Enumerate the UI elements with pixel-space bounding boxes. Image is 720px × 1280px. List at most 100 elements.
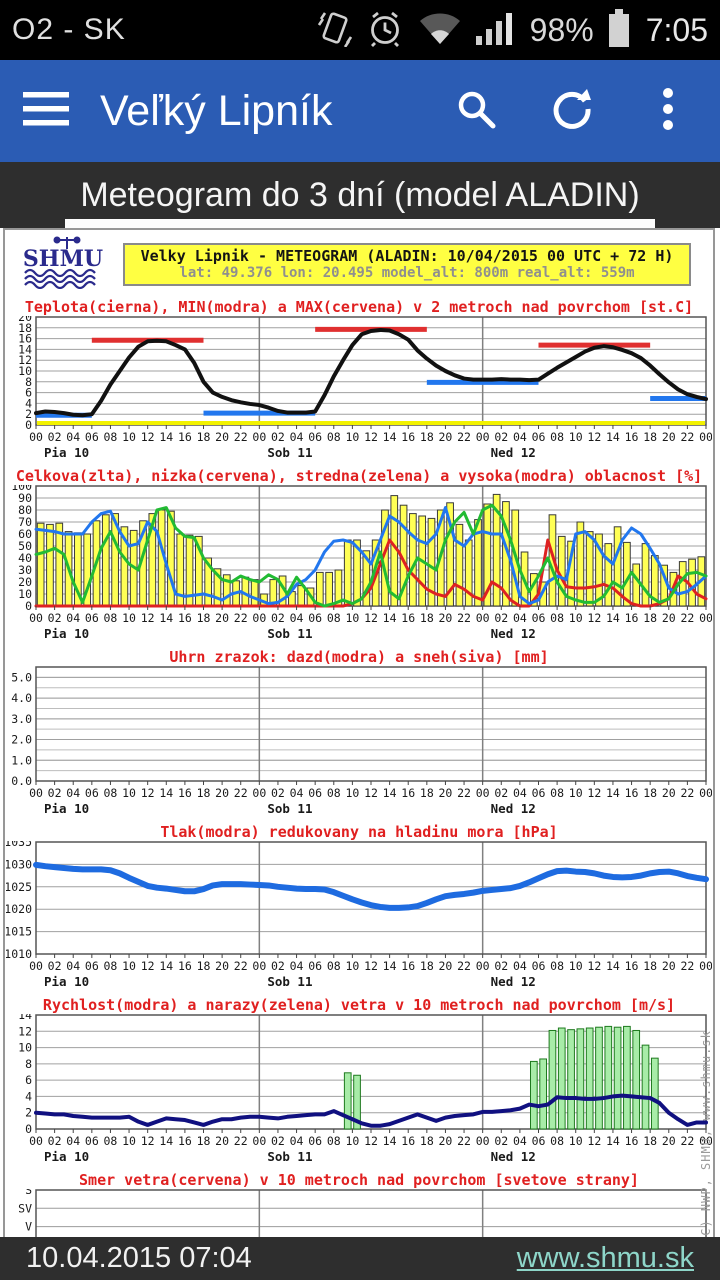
svg-text:06: 06 — [85, 959, 99, 973]
svg-text:18: 18 — [643, 786, 657, 800]
svg-text:02: 02 — [48, 1134, 62, 1148]
svg-text:04: 04 — [66, 786, 80, 800]
svg-text:02: 02 — [48, 430, 62, 444]
svg-text:1035: 1035 — [6, 841, 32, 849]
search-icon — [456, 89, 496, 134]
svg-text:20: 20 — [439, 786, 453, 800]
svg-text:0: 0 — [25, 599, 32, 613]
svg-text:10: 10 — [122, 611, 136, 625]
svg-text:06: 06 — [308, 786, 322, 800]
svg-text:14: 14 — [159, 959, 173, 973]
svg-text:16: 16 — [178, 959, 192, 973]
refresh-icon — [551, 88, 593, 135]
svg-text:20: 20 — [662, 959, 676, 973]
svg-text:16: 16 — [625, 959, 639, 973]
svg-text:14: 14 — [606, 959, 620, 973]
svg-text:08: 08 — [327, 1134, 341, 1148]
svg-text:Pia 10: Pia 10 — [44, 626, 89, 641]
svg-text:08: 08 — [104, 611, 118, 625]
svg-text:12: 12 — [587, 1134, 601, 1148]
section-title-bar: Meteogram do 3 dní (model ALADIN) — [0, 162, 720, 228]
svg-text:14: 14 — [383, 611, 397, 625]
svg-text:5.0: 5.0 — [11, 670, 32, 684]
svg-text:Ned 12: Ned 12 — [491, 626, 536, 641]
svg-text:12: 12 — [18, 1024, 32, 1038]
battery-percentage: 98% — [529, 11, 594, 48]
svg-text:20: 20 — [662, 430, 676, 444]
section-title: Meteogram do 3 dní (model ALADIN) — [80, 175, 640, 214]
svg-text:14: 14 — [606, 611, 620, 625]
svg-text:00: 00 — [699, 959, 712, 973]
svg-text:22: 22 — [234, 786, 248, 800]
svg-text:16: 16 — [401, 611, 415, 625]
svg-text:16: 16 — [401, 1134, 415, 1148]
svg-text:18: 18 — [643, 959, 657, 973]
svg-text:10: 10 — [345, 1134, 359, 1148]
svg-text:00: 00 — [29, 430, 43, 444]
svg-text:1.0: 1.0 — [11, 753, 32, 767]
svg-text:20: 20 — [215, 959, 229, 973]
svg-text:18: 18 — [643, 1134, 657, 1148]
svg-text:18: 18 — [197, 611, 211, 625]
signal-strength-icon — [475, 10, 516, 51]
svg-text:08: 08 — [104, 430, 118, 444]
last-update-timestamp: 10.04.2015 07:04 — [26, 1242, 252, 1274]
cloudiness-chart-title: Celkova(zlta), nizka(cervena), stredna(z… — [15, 467, 703, 485]
temperature-chart-block: Teplota(cierna), MIN(modra) a MAX(cerven… — [5, 298, 713, 464]
svg-text:14: 14 — [383, 1134, 397, 1148]
svg-text:10: 10 — [569, 786, 583, 800]
svg-text:10: 10 — [122, 786, 136, 800]
svg-text:10: 10 — [345, 430, 359, 444]
meteogram-scroll-area[interactable]: SHMU Velky Lipnik - METEOGRAM (ALADIN: 1… — [0, 228, 720, 1237]
temperature-chart-title: Teplota(cierna), MIN(modra) a MAX(cerven… — [24, 298, 694, 316]
svg-text:22: 22 — [680, 959, 694, 973]
svg-text:10: 10 — [122, 1134, 136, 1148]
svg-text:06: 06 — [85, 611, 99, 625]
svg-text:00: 00 — [29, 786, 43, 800]
svg-text:0: 0 — [25, 418, 32, 432]
svg-text:Pia 10: Pia 10 — [44, 1149, 89, 1164]
svg-text:Sob 11: Sob 11 — [267, 445, 312, 460]
svg-text:06: 06 — [532, 959, 546, 973]
svg-text:04: 04 — [290, 1134, 304, 1148]
svg-text:22: 22 — [680, 611, 694, 625]
svg-text:14: 14 — [18, 342, 32, 356]
svg-text:10: 10 — [569, 1134, 583, 1148]
svg-text:04: 04 — [513, 430, 527, 444]
svg-text:22: 22 — [457, 1134, 471, 1148]
shmu-website-link[interactable]: www.shmu.sk — [516, 1242, 694, 1274]
svg-text:02: 02 — [271, 786, 285, 800]
meteogram-coordinates: lat: 49.376 lon: 20.495 model_alt: 800m … — [179, 265, 635, 281]
svg-text:10: 10 — [122, 959, 136, 973]
svg-text:02: 02 — [48, 786, 62, 800]
svg-text:100: 100 — [11, 485, 32, 493]
wind-direction-chart: SSVVJVJJZZSZ0002040608101214161820220002… — [18, 1189, 707, 1237]
overflow-menu-button[interactable] — [644, 87, 692, 135]
svg-text:04: 04 — [513, 1134, 527, 1148]
svg-text:06: 06 — [532, 1134, 546, 1148]
svg-text:20: 20 — [215, 1134, 229, 1148]
search-button[interactable] — [452, 87, 500, 135]
menu-button[interactable] — [22, 87, 70, 135]
svg-text:6: 6 — [25, 386, 32, 400]
svg-text:04: 04 — [66, 959, 80, 973]
svg-text:08: 08 — [327, 611, 341, 625]
svg-text:10: 10 — [18, 1041, 32, 1055]
svg-text:16: 16 — [401, 959, 415, 973]
precipitation-chart: 0.0 1.0 2.0 3.0 4.0 5.0 00 02 04 06 08 10 12 14 16 18 20… — [11, 666, 712, 816]
svg-text:06: 06 — [308, 1134, 322, 1148]
svg-text:06: 06 — [308, 611, 322, 625]
status-bar: O2 - SK — [0, 0, 720, 60]
svg-text:08: 08 — [327, 959, 341, 973]
svg-text:04: 04 — [66, 1134, 80, 1148]
svg-text:12: 12 — [364, 786, 378, 800]
svg-text:00: 00 — [29, 611, 43, 625]
svg-text:10: 10 — [345, 611, 359, 625]
refresh-button[interactable] — [548, 87, 596, 135]
svg-text:16: 16 — [18, 332, 32, 346]
svg-text:40: 40 — [18, 551, 32, 565]
